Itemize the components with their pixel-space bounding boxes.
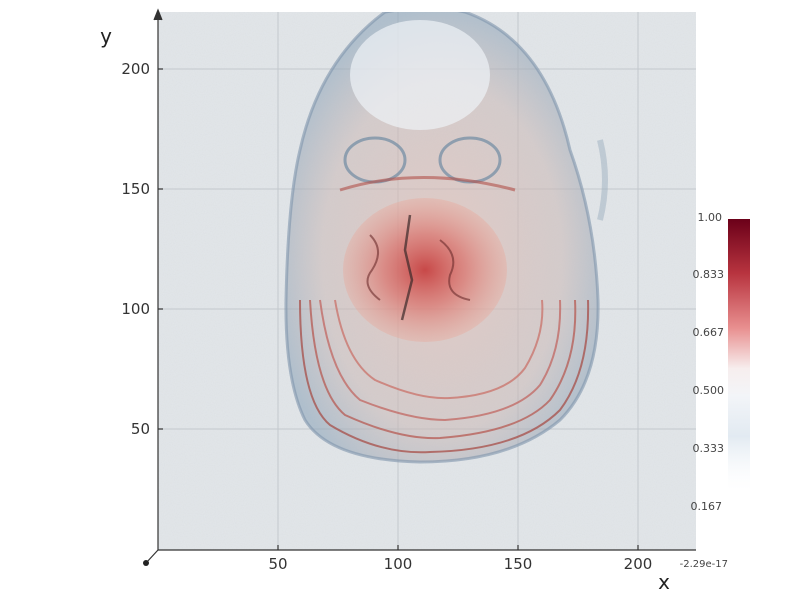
x-tick-label: 200 xyxy=(624,555,653,573)
axes xyxy=(145,8,696,564)
x-tick-label: 100 xyxy=(384,555,413,573)
colorbar xyxy=(728,219,750,491)
x-tick-label: 150 xyxy=(504,555,533,573)
x-axis-title: x xyxy=(658,570,670,594)
y-tick-label: 150 xyxy=(121,180,150,198)
colorbar-tick-label: 0.500 xyxy=(693,384,725,397)
origin-value-label: -2.29e-17 xyxy=(680,559,728,570)
origin-marker xyxy=(143,560,149,566)
x-tick-label: 50 xyxy=(268,555,287,573)
y-tick-label: 100 xyxy=(121,300,150,318)
colorbar-tick-label: 0.833 xyxy=(693,268,725,281)
colorbar-tick-label: 0.167 xyxy=(691,500,723,513)
y-tick-label: 50 xyxy=(131,420,150,438)
y-axis-title: y xyxy=(100,24,112,48)
colorbar-tick-label: 0.667 xyxy=(693,326,725,339)
y-tick-label: 200 xyxy=(121,60,150,78)
colorbar-tick-label: 1.00 xyxy=(698,211,723,224)
head-volume xyxy=(284,12,608,464)
colorbar-tick-label: 0.333 xyxy=(693,442,725,455)
